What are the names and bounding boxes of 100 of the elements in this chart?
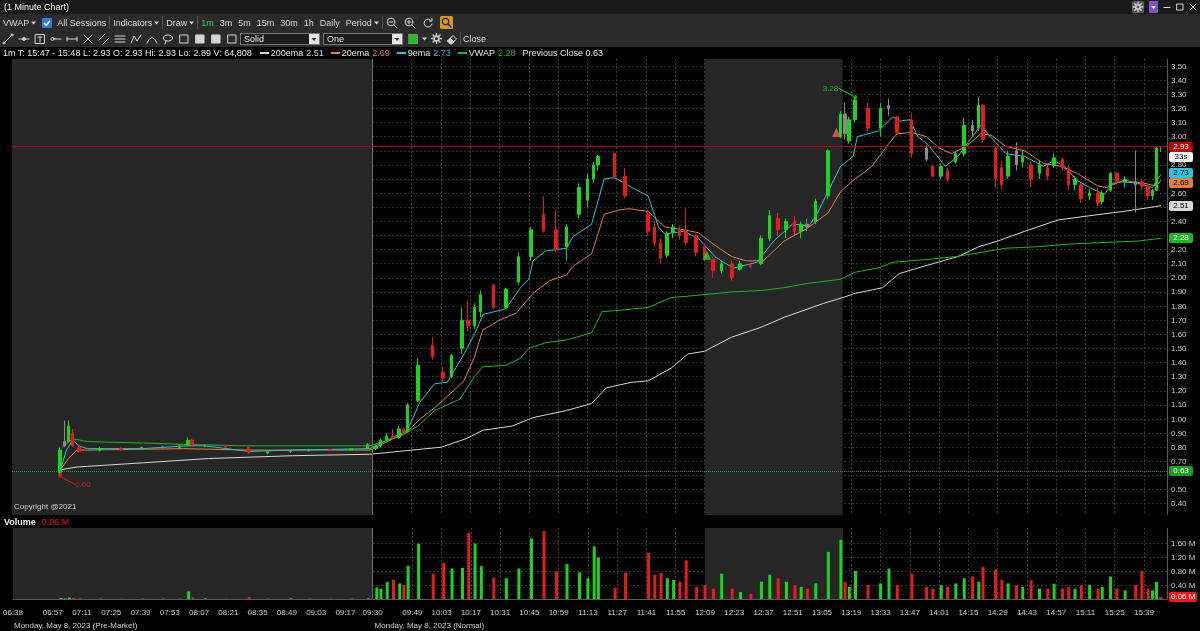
x-tick-label: 11:41	[636, 607, 657, 617]
y-tick-label: 3.00	[1171, 132, 1188, 142]
y-tick-label: 1.50	[1171, 343, 1188, 353]
x-tick-label: 10:17	[460, 607, 482, 617]
y-tick-label: 2.80	[1171, 160, 1188, 170]
x-tick-label: 09:03	[306, 607, 327, 617]
text: Period	[345, 17, 372, 28]
x-tick-label: 12:09	[694, 607, 716, 617]
text: 2.69	[372, 47, 390, 58]
x-tick-label: 13:19	[841, 607, 862, 617]
x-tick-label: 07:53	[159, 607, 181, 617]
y-tick-label: 3.40	[1171, 75, 1188, 85]
x-tick-label: 14:01	[929, 607, 950, 617]
text: 30m	[280, 17, 298, 28]
x-tick-label: 09:30	[362, 607, 384, 617]
text: Draw	[166, 17, 188, 28]
text: 33s	[1169, 151, 1193, 162]
x-tick-label: 10:03	[431, 607, 453, 617]
text: 1h	[303, 17, 314, 28]
y-tick-label: 3.10	[1171, 118, 1188, 128]
x-tick-label: 10:59	[548, 607, 570, 617]
x-tick-label: 13:33	[870, 607, 892, 617]
text: Indicators	[113, 17, 153, 28]
y-tick-label: 1.80	[1171, 301, 1188, 311]
x-tick-label: 07:25	[101, 607, 122, 617]
y-tick-label: 1.30	[1171, 372, 1188, 382]
x-tick-label: 08:35	[247, 607, 269, 617]
x-tick-label: 10:45	[519, 607, 540, 617]
y-tick-label: 0.80 M	[1171, 566, 1196, 576]
x-tick-label: 10:31	[490, 607, 511, 617]
text: (1 Minute Chart)	[4, 2, 70, 12]
legend-label: 200ema	[270, 47, 304, 58]
x-tick-label: 08:49	[276, 607, 298, 617]
x-tick-label: 11:55	[666, 607, 686, 617]
dropdown-field: Solid	[240, 32, 320, 45]
y-tick-label: 1.20	[1171, 386, 1188, 396]
x-tick-label: 14:43	[1016, 607, 1038, 617]
x-tick-label: 12:51	[782, 607, 804, 617]
y-tick-label: 0.40	[1171, 499, 1188, 509]
text: Daily	[319, 17, 340, 28]
annotation: Copyright @2021	[14, 502, 77, 511]
y-tick-label: 2.00	[1171, 273, 1188, 283]
x-tick-label: 08:21	[218, 607, 239, 617]
y-tick-label: 0.90	[1171, 428, 1188, 438]
x-tick-label: 11:27	[607, 607, 628, 617]
text: 15m	[256, 17, 275, 28]
y-tick-label: 1.90	[1171, 287, 1188, 297]
x-tick-label: 14:29	[987, 607, 1009, 617]
text: 1m	[201, 17, 214, 28]
legend-label: 20ema	[341, 47, 370, 58]
x-tick-label: 14:15	[958, 607, 979, 617]
x-tick-label: 07:39	[130, 607, 152, 617]
y-tick-label: 0.40 M	[1171, 580, 1196, 590]
data-label: 2.73	[1169, 167, 1193, 178]
text: 5m	[238, 17, 251, 28]
x-tick-label: 15:25	[1104, 607, 1126, 617]
x-tick-label: 12:37	[753, 607, 775, 617]
x-tick-label: 06:57	[42, 607, 64, 617]
text: Close	[463, 33, 487, 44]
y-tick-label: 0.80	[1171, 442, 1188, 452]
dropdown-field: One	[323, 32, 403, 45]
y-tick-label: 2.60	[1171, 188, 1188, 198]
y-tick-label: 1.60 M	[1171, 539, 1196, 549]
x-tick-label: 13:05	[812, 607, 833, 617]
x-tick-label: 08:07	[189, 607, 210, 617]
x-tick-label: 07:11	[72, 607, 93, 617]
y-tick-label: 3.20	[1171, 103, 1188, 113]
y-tick-label: 3.50	[1171, 61, 1188, 71]
x-tick-label: 14:57	[1046, 607, 1067, 617]
y-tick-label: 2.10	[1171, 259, 1188, 269]
chart-subtitle: 1m T: 15:47 - 15:48 L: 2.93 O: 2.93 Hi: 2.93 Lo: 2.89 V: 64,808	[3, 47, 252, 58]
x-tick-label: 13:47	[899, 607, 921, 617]
band-label: Monday, May 8, 2023 (Pre-Market)	[14, 621, 138, 630]
text: 2.28	[498, 47, 516, 58]
data-label: 2.28	[1169, 233, 1193, 244]
text: 3m	[219, 17, 233, 28]
y-tick-label: 1.40	[1171, 358, 1188, 368]
text: 2.73	[433, 47, 451, 58]
y-tick-label: 1.20 M	[1171, 552, 1196, 562]
data-label: 2.69	[1169, 177, 1193, 188]
data-label: 2.51	[1169, 200, 1193, 211]
y-tick-label: 1.70	[1171, 315, 1188, 325]
text: 2.51	[306, 47, 324, 58]
x-tick-label: 12:23	[724, 607, 745, 617]
x-tick-label: 06:38	[2, 607, 24, 617]
legend-label: 9ema	[407, 47, 431, 58]
y-tick-label: 0.70	[1171, 456, 1188, 466]
annotation: 3.28	[822, 83, 839, 93]
y-tick-label: 0.50	[1171, 485, 1188, 495]
x-tick-label: 09:17	[335, 607, 356, 617]
ref-line-label: 0.63	[1169, 466, 1193, 477]
text: All Sessions	[57, 17, 107, 28]
ref-line-label: 2.93	[1169, 141, 1193, 152]
annotation: 0.60	[75, 479, 92, 489]
y-tick-label: 2.20	[1171, 245, 1188, 255]
text: VWAP	[3, 17, 30, 28]
x-tick-label: 09:49	[402, 607, 423, 617]
ref-line-label: Monday, May 8, 2023 (Normal)	[374, 621, 485, 630]
y-tick-label: 1.00	[1171, 414, 1188, 424]
annotation: 0.06 M	[1169, 591, 1198, 602]
